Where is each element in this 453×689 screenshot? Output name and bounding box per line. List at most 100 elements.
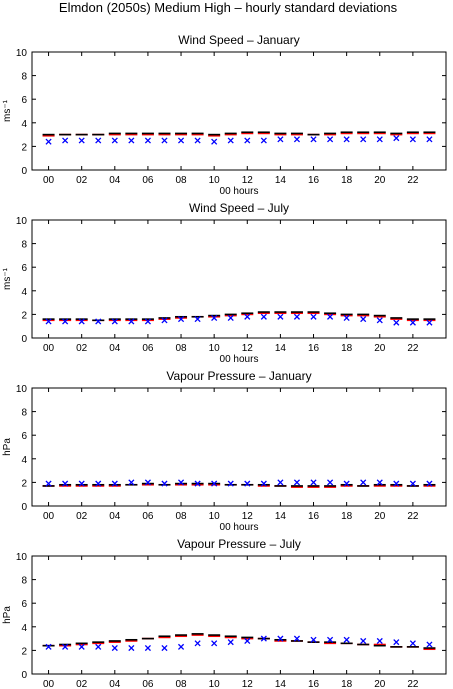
y-tick-label: 10 (16, 216, 28, 227)
x-tick-label: 14 (275, 343, 287, 354)
data-point-x (144, 479, 151, 486)
x-tick-label: 10 (209, 175, 221, 186)
x-tick-label: 22 (407, 679, 419, 689)
data-point-x (78, 137, 85, 144)
x-tick-label: 06 (142, 511, 154, 522)
data-point-x (277, 313, 284, 320)
data-point-x (227, 639, 234, 646)
data-point-x (194, 640, 201, 647)
data-point-x (244, 480, 251, 487)
plot-frame (31, 555, 447, 675)
x-tick-label: 04 (109, 343, 121, 354)
data-point-x (211, 640, 218, 647)
data-point-x (144, 318, 151, 325)
data-point-x (227, 480, 234, 487)
x-tick-label: 04 (109, 175, 121, 186)
data-point-x (45, 643, 52, 650)
x-tick-label: 08 (175, 679, 187, 689)
y-tick-label: 6 (21, 599, 27, 610)
y-tick-label: 4 (21, 287, 27, 298)
data-point-x (260, 137, 267, 144)
x-tick-label: 16 (308, 343, 320, 354)
y-tick-label: 0 (21, 166, 27, 177)
x-tick-label: 18 (341, 343, 353, 354)
x-tick-label: 14 (275, 679, 287, 689)
data-point-x (144, 644, 151, 652)
x-tick-label: 00 (43, 343, 55, 354)
data-point-x (128, 137, 135, 144)
x-tick-label: 00 (43, 175, 55, 186)
data-point-x (293, 635, 301, 642)
data-point-x (409, 319, 416, 326)
x-tick-label: 10 (209, 679, 221, 689)
x-tick-label: 16 (308, 511, 320, 522)
data-point-x (343, 314, 350, 321)
y-tick-label: 0 (21, 670, 27, 681)
data-point-x (426, 641, 433, 648)
x-tick-label: 16 (308, 679, 320, 689)
x-tick-label: 20 (374, 679, 386, 689)
series-black-dash (42, 482, 436, 487)
data-point-x (327, 479, 334, 486)
y-tick-label: 2 (21, 310, 27, 321)
data-point-x (343, 636, 350, 643)
y-tick-label: 8 (21, 72, 27, 83)
x-tick-label: 00 (43, 679, 55, 689)
y-tick-label: 8 (21, 576, 27, 587)
data-point-x (177, 316, 185, 323)
data-point-x (426, 480, 433, 487)
data-point-x (161, 317, 168, 324)
x-axis-label: 00 hours (220, 354, 259, 365)
x-tick-label: 08 (175, 175, 187, 186)
x-tick-label: 08 (175, 511, 187, 522)
y-tick-label: 10 (16, 384, 28, 395)
data-point-x (343, 136, 350, 143)
x-tick-label: 00 (43, 511, 55, 522)
data-point-x (293, 136, 301, 143)
y-tick-label: 4 (21, 119, 27, 130)
series-blue-x (45, 635, 433, 652)
y-tick-label: 6 (21, 95, 27, 106)
data-point-x (360, 316, 367, 323)
x-tick-label: 18 (341, 679, 353, 689)
data-point-x (360, 136, 367, 143)
y-axis-label: ms⁻¹ (2, 267, 13, 290)
data-point-x (128, 644, 135, 652)
data-point-x (360, 479, 367, 486)
data-point-x (360, 637, 367, 645)
x-tick-label: 20 (374, 343, 386, 354)
x-tick-label: 20 (374, 175, 386, 186)
y-tick-label: 4 (21, 623, 27, 634)
data-point-x (293, 313, 301, 320)
x-tick-label: 12 (242, 511, 254, 522)
figure-title: Elmdon (2050s) Medium High – hourly stan… (59, 0, 398, 15)
data-point-x (62, 643, 69, 650)
x-tick-label: 06 (142, 679, 154, 689)
data-point-x (327, 136, 334, 143)
x-tick-label: 04 (109, 679, 121, 689)
x-tick-label: 02 (76, 175, 88, 186)
data-point-x (128, 479, 135, 486)
x-tick-label: 22 (407, 343, 419, 354)
data-point-x (161, 137, 168, 144)
x-tick-label: 16 (308, 175, 320, 186)
data-point-x (260, 635, 267, 642)
y-tick-label: 6 (21, 431, 27, 442)
y-tick-label: 0 (21, 334, 27, 345)
data-point-x (144, 137, 151, 144)
panel-title: Wind Speed – July (189, 201, 289, 215)
data-point-x (393, 639, 400, 646)
y-tick-label: 10 (16, 48, 28, 59)
data-point-x (376, 637, 383, 645)
x-tick-label: 22 (407, 175, 419, 186)
series-black-dash (42, 311, 436, 322)
series-black-dash (42, 633, 436, 649)
data-point-x (327, 313, 334, 320)
data-point-x (244, 313, 251, 320)
data-point-x (310, 313, 317, 320)
y-tick-label: 8 (21, 240, 27, 251)
data-point-x (393, 319, 400, 326)
x-tick-label: 22 (407, 511, 419, 522)
